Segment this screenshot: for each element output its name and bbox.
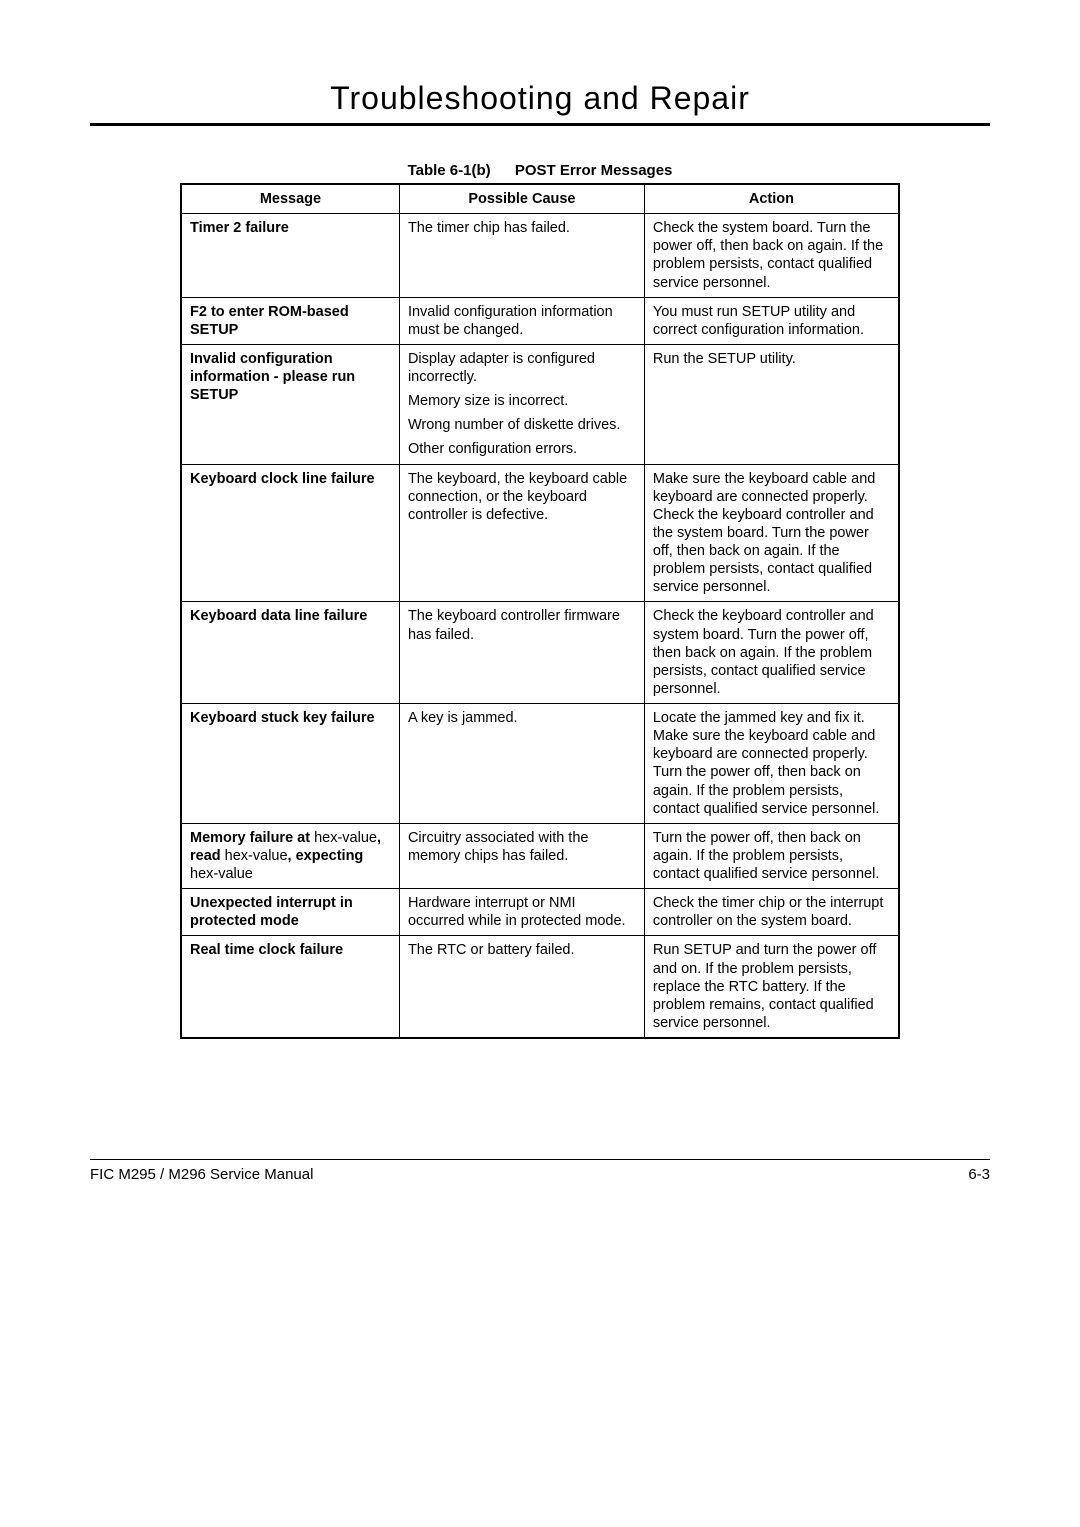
post-error-table: Message Possible Cause Action Timer 2 fa… bbox=[180, 183, 900, 1039]
header-action: Action bbox=[644, 184, 899, 214]
cell-cause: Hardware interrupt or NMI occurred while… bbox=[399, 889, 644, 936]
table-row: Keyboard data line failureThe keyboard c… bbox=[181, 602, 899, 704]
table-row: Keyboard stuck key failureA key is jamme… bbox=[181, 704, 899, 824]
cell-cause: The timer chip has failed. bbox=[399, 214, 644, 298]
cell-message: Keyboard clock line failure bbox=[181, 464, 399, 602]
cell-message: Keyboard data line failure bbox=[181, 602, 399, 704]
page-title: Troubleshooting and Repair bbox=[90, 80, 990, 117]
table-row: F2 to enter ROM-based SETUPInvalid confi… bbox=[181, 297, 899, 344]
cell-cause: Circuitry associated with the memory chi… bbox=[399, 823, 644, 888]
table-row: Unexpected interrupt in protected modeHa… bbox=[181, 889, 899, 936]
cell-cause: Display adapter is configured incorrectl… bbox=[399, 344, 644, 464]
table-header-row: Message Possible Cause Action bbox=[181, 184, 899, 214]
cell-action: Run SETUP and turn the power off and on.… bbox=[644, 936, 899, 1038]
cell-cause: The RTC or battery failed. bbox=[399, 936, 644, 1038]
footer-left: FIC M295 / M296 Service Manual bbox=[90, 1166, 313, 1183]
page-footer: FIC M295 / M296 Service Manual 6-3 bbox=[90, 1159, 990, 1183]
table-caption: Table 6-1(b) POST Error Messages bbox=[90, 162, 990, 179]
cell-cause: The keyboard, the keyboard cable connect… bbox=[399, 464, 644, 602]
cell-cause: A key is jammed. bbox=[399, 704, 644, 824]
table-row: Keyboard clock line failureThe keyboard,… bbox=[181, 464, 899, 602]
title-underline bbox=[90, 123, 990, 126]
cell-action: Locate the jammed key and fix it. Make s… bbox=[644, 704, 899, 824]
table-row: Invalid configuration information - plea… bbox=[181, 344, 899, 464]
footer-right: 6-3 bbox=[968, 1166, 990, 1183]
cell-message: Unexpected interrupt in protected mode bbox=[181, 889, 399, 936]
cell-action: Make sure the keyboard cable and keyboar… bbox=[644, 464, 899, 602]
cell-message: Invalid configuration information - plea… bbox=[181, 344, 399, 464]
header-cause: Possible Cause bbox=[399, 184, 644, 214]
caption-label: Table 6-1(b) bbox=[408, 162, 491, 179]
cell-message: F2 to enter ROM-based SETUP bbox=[181, 297, 399, 344]
cell-action: Turn the power off, then back on again. … bbox=[644, 823, 899, 888]
table-row: Real time clock failureThe RTC or batter… bbox=[181, 936, 899, 1038]
cell-cause: The keyboard controller firmware has fai… bbox=[399, 602, 644, 704]
cell-action: Run the SETUP utility. bbox=[644, 344, 899, 464]
caption-title: POST Error Messages bbox=[515, 162, 673, 179]
cell-message: Memory failure at hex-value, read hex-va… bbox=[181, 823, 399, 888]
header-message: Message bbox=[181, 184, 399, 214]
cell-message: Timer 2 failure bbox=[181, 214, 399, 298]
cell-action: You must run SETUP utility and correct c… bbox=[644, 297, 899, 344]
table-row: Timer 2 failureThe timer chip has failed… bbox=[181, 214, 899, 298]
cell-action: Check the system board. Turn the power o… bbox=[644, 214, 899, 298]
table-row: Memory failure at hex-value, read hex-va… bbox=[181, 823, 899, 888]
cell-action: Check the keyboard controller and system… bbox=[644, 602, 899, 704]
cell-message: Keyboard stuck key failure bbox=[181, 704, 399, 824]
cell-action: Check the timer chip or the interrupt co… bbox=[644, 889, 899, 936]
cell-cause: Invalid configuration information must b… bbox=[399, 297, 644, 344]
cell-message: Real time clock failure bbox=[181, 936, 399, 1038]
